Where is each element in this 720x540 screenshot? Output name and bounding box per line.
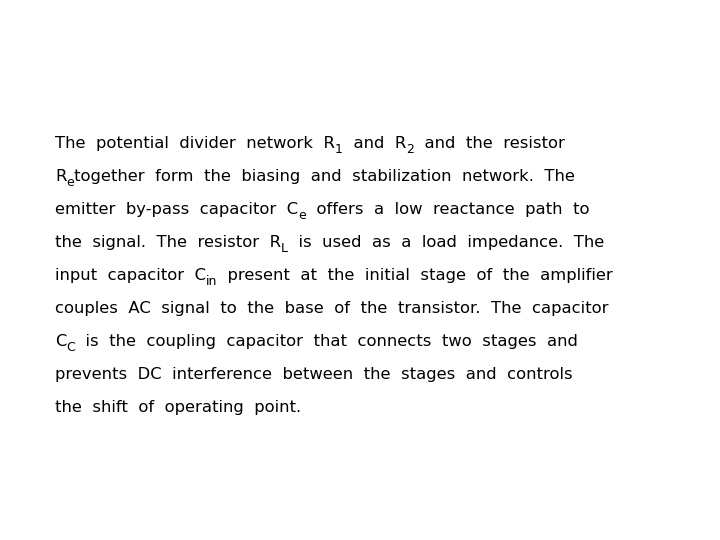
- Text: couples  AC  signal  to  the  base  of  the  transistor.  The  capacitor: couples AC signal to the base of the tra…: [55, 301, 608, 316]
- Text: the  signal.  The  resistor  R: the signal. The resistor R: [55, 235, 281, 250]
- Text: offers  a  low  reactance  path  to: offers a low reactance path to: [306, 202, 590, 217]
- Text: 1: 1: [335, 143, 343, 156]
- Text: the  shift  of  operating  point.: the shift of operating point.: [55, 400, 301, 415]
- Text: e: e: [298, 209, 306, 222]
- Text: present  at  the  initial  stage  of  the  amplifier: present at the initial stage of the ampl…: [217, 268, 613, 283]
- Text: R: R: [55, 169, 66, 184]
- Text: is  the  coupling  capacitor  that  connects  two  stages  and: is the coupling capacitor that connects …: [75, 334, 578, 349]
- Text: in: in: [206, 275, 217, 288]
- Text: 2: 2: [406, 143, 414, 156]
- Text: C: C: [55, 334, 66, 349]
- Text: e: e: [66, 176, 74, 189]
- Text: L: L: [281, 242, 288, 255]
- Text: together  form  the  biasing  and  stabilization  network.  The: together form the biasing and stabilizat…: [74, 169, 575, 184]
- Text: input  capacitor  C: input capacitor C: [55, 268, 206, 283]
- Text: and  the  resistor: and the resistor: [414, 136, 565, 151]
- Text: prevents  DC  interference  between  the  stages  and  controls: prevents DC interference between the sta…: [55, 367, 572, 382]
- Text: and  R: and R: [343, 136, 406, 151]
- Text: is  used  as  a  load  impedance.  The: is used as a load impedance. The: [288, 235, 604, 250]
- Text: The  potential  divider  network  R: The potential divider network R: [55, 136, 335, 151]
- Text: emitter  by-pass  capacitor  C: emitter by-pass capacitor C: [55, 202, 298, 217]
- Text: C: C: [66, 341, 75, 354]
